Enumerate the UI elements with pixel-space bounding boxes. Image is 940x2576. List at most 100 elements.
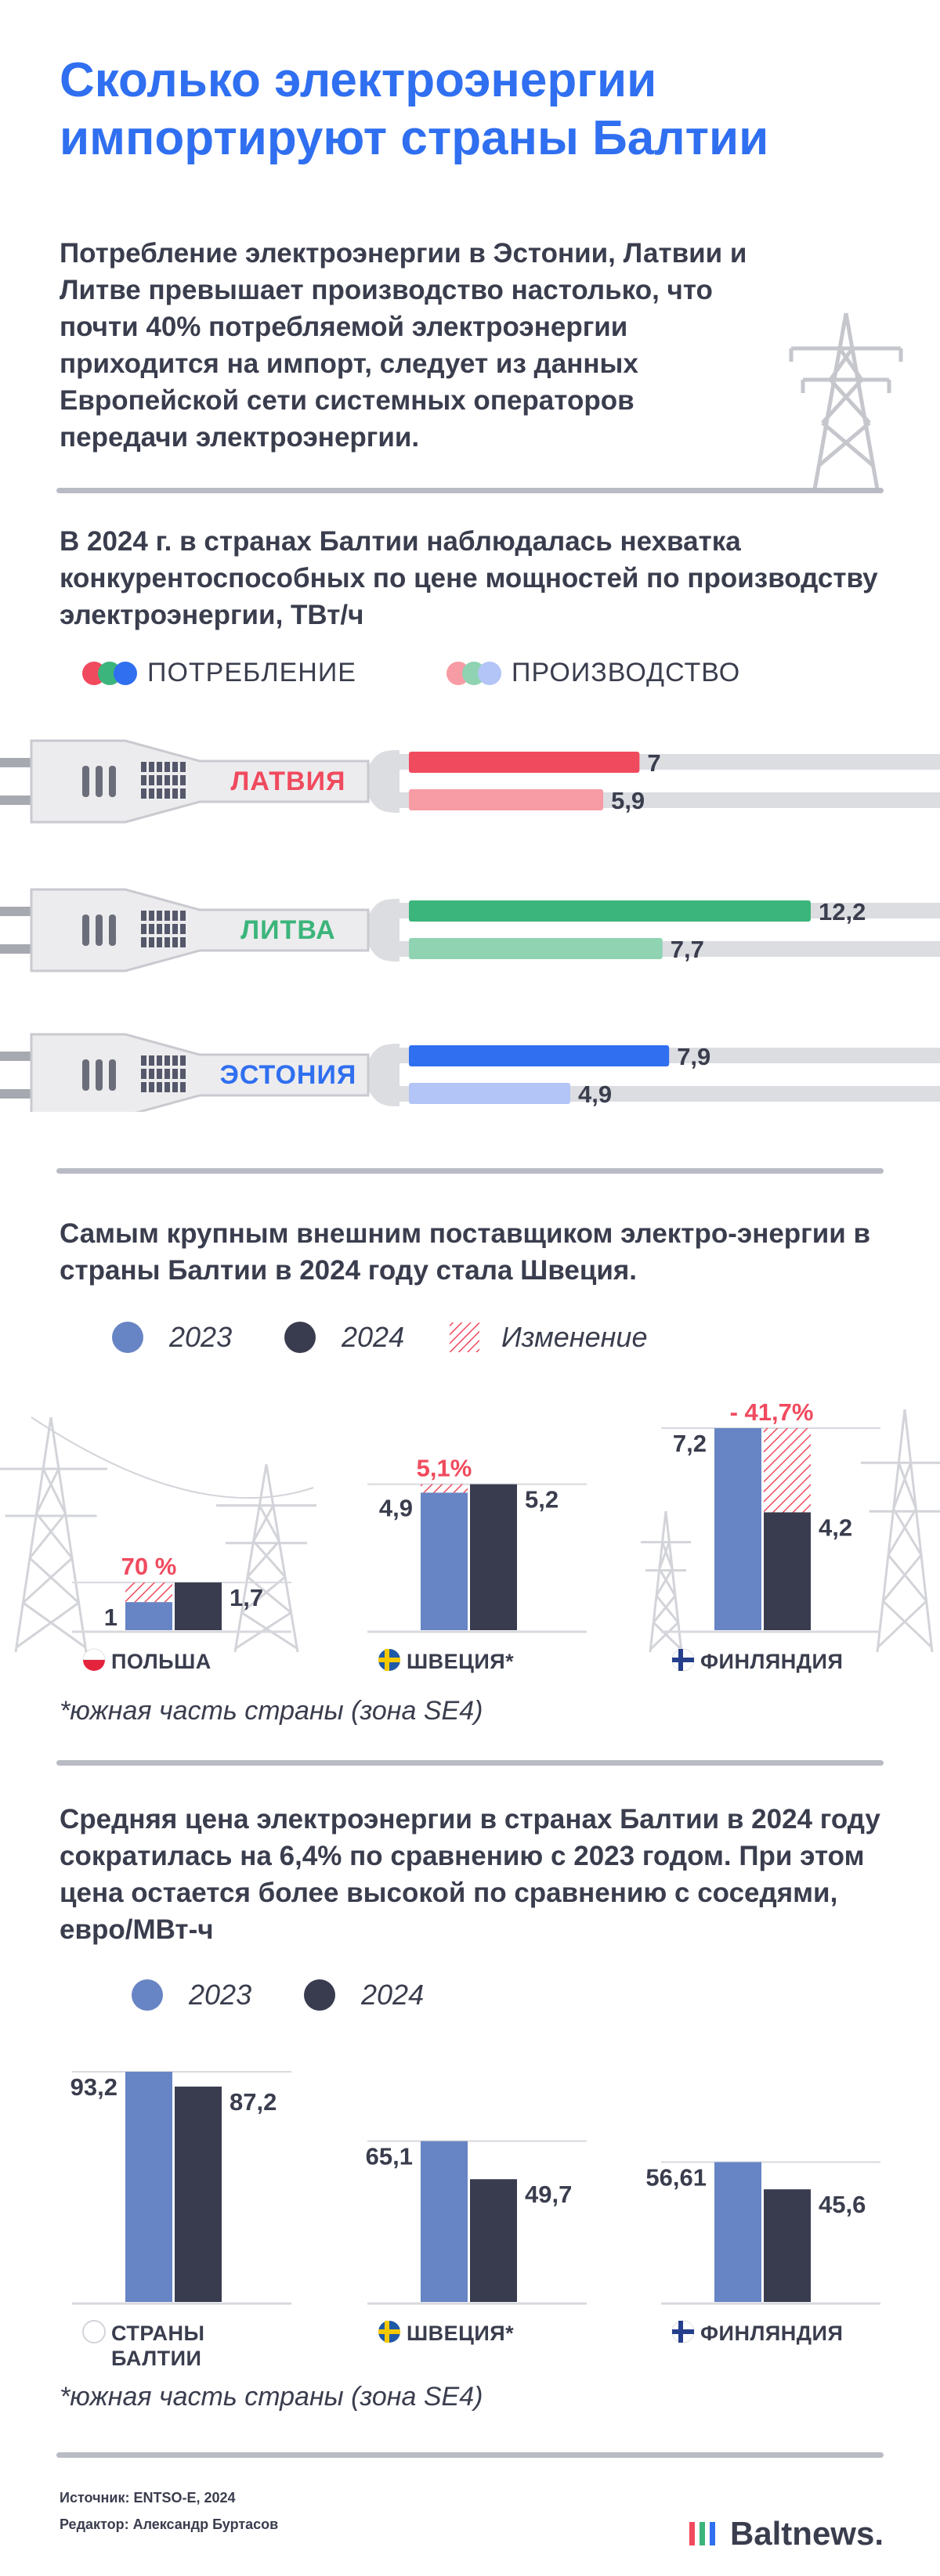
tower-brace — [252, 1505, 275, 1542]
divider-4 — [56, 2452, 884, 2458]
plug-grip-icon — [164, 775, 170, 785]
plug-prong-bottom-icon — [0, 796, 38, 805]
value-2024-финляндия: 4,2 — [819, 1514, 852, 1542]
poland-flag-icon — [82, 1648, 106, 1671]
divider-1 — [56, 488, 884, 493]
tower-leg — [664, 1510, 683, 1653]
production-legend-icon — [446, 662, 501, 685]
tower-brace — [882, 1600, 933, 1648]
value-2023-швеция: 4,9 — [379, 1494, 413, 1521]
change-label-финляндия: - 41,7% — [730, 1398, 814, 1426]
power-tower-left-icon — [0, 1416, 107, 1653]
change-hatch-финляндия — [764, 1428, 811, 1513]
plug-grip-icon — [157, 937, 162, 947]
baltnews-logo: Baltnews. — [689, 2515, 884, 2553]
flag-part — [82, 2320, 106, 2343]
bar-производство-литва — [409, 938, 663, 959]
plug-grip-icon — [164, 924, 170, 934]
plug-grip-icon — [157, 1082, 162, 1092]
plug-prong-top-icon — [0, 758, 38, 767]
flag-part — [82, 1648, 106, 1661]
plug-grip-icon — [157, 1069, 162, 1079]
plug-grip-icon — [149, 762, 154, 772]
bar-2024-швеция — [470, 2179, 517, 2302]
tower-brace — [649, 1622, 679, 1651]
category-label-страны: СТРАНЫ — [111, 2322, 204, 2345]
section2-footnote: *южная часть страны (зона SE4) — [60, 1696, 483, 1726]
value-label-потребление-эстония: 7,9 — [677, 1043, 710, 1070]
plug-row-латвия: ЛАТВИЯ 75,9 — [0, 739, 940, 824]
bar-2024-страны-балтии — [175, 2086, 222, 2302]
legend-production-label: ПРОИЗВОДСТВО — [512, 658, 741, 687]
tower-brace — [897, 1462, 917, 1510]
tower-brace — [16, 1601, 80, 1649]
tower-brace — [882, 1554, 923, 1602]
plug-slot-icon — [96, 1059, 103, 1091]
plug-grip-icon — [149, 1055, 154, 1066]
section3-heading: Средняя цена электроэнергии в странах Ба… — [60, 1804, 880, 1945]
plug-grip-icon — [141, 1069, 146, 1079]
plug-row-эстония: ЭСТОНИЯ 7,9 4,9 — [0, 1033, 940, 1112]
plug-grip-icon — [157, 788, 162, 799]
category-label-швеция: ШВЕЦИЯ* — [407, 2322, 514, 2345]
plug-grip-icon — [172, 788, 178, 799]
group-финляндия: 56,61 45,6 ФИНЛЯНДИЯ — [645, 2161, 880, 2345]
tower-brace — [887, 1508, 917, 1556]
baltic-flag-icon — [82, 2320, 106, 2343]
bar-2024-польша — [175, 1582, 222, 1630]
plug-grip-icon — [141, 762, 146, 772]
legend-consumption-label: ПОТРЕБЛЕНИЕ — [147, 658, 356, 687]
plug-grip-icon — [149, 788, 154, 799]
logo-text: Baltnews. — [729, 2515, 884, 2552]
plug-grip-icon — [164, 911, 170, 921]
tower-brace — [234, 1611, 292, 1650]
plug-slot-icon — [82, 1059, 89, 1091]
consumption-production-chart: ЛАТВИЯ 75,9 ЛИТВА 12,2 7,7 ЭСТОНИЯ 7,9 4,9 — [0, 739, 940, 1112]
tower-brace — [653, 1595, 677, 1624]
value-2023-швеция: 65,1 — [366, 2143, 413, 2170]
plug-grip-icon — [172, 762, 178, 772]
tower-brace — [246, 1540, 280, 1578]
power-tower-mid-icon — [216, 1463, 316, 1653]
plug-prong-top-icon — [0, 1052, 38, 1061]
value-label-производство-литва: 7,7 — [671, 936, 704, 963]
group-польша: 70 %1 1,7 ПОЛЬША — [72, 1553, 291, 1673]
flag-part — [385, 2321, 389, 2343]
tower-brace — [35, 1513, 74, 1559]
legend3-2024-label: 2024 — [361, 1979, 425, 2011]
plug-grip-icon — [157, 762, 162, 772]
section1-legend: ПОТРЕБЛЕНИЕ ПРОИЗВОДСТВО — [78, 658, 783, 689]
plug-grip-icon — [180, 1055, 186, 1066]
section3-legend: 2023 2024 — [129, 1975, 599, 2015]
value-2023-финляндия: 7,2 — [673, 1430, 707, 1457]
plug-body-icon — [30, 739, 370, 824]
tower-brace — [892, 1462, 913, 1510]
tower-leg — [649, 1510, 667, 1653]
legend-2024-dot-icon — [284, 1322, 316, 1353]
plug-grip-icon — [172, 1069, 178, 1079]
value-2024-швеция: 49,7 — [525, 2181, 572, 2208]
finland-flag-icon — [671, 1648, 695, 1672]
logo-bars-icon — [689, 2522, 716, 2545]
plug-grip-icon — [180, 937, 186, 947]
country-label-эстония: ЭСТОНИЯ — [220, 1060, 357, 1090]
tower-brace — [658, 1542, 671, 1570]
country-label-латвия: ЛАТВИЯ — [231, 767, 346, 796]
power-tower-right-icon — [861, 1409, 940, 1653]
bar-2023-страны-балтии — [125, 2072, 172, 2302]
legend-2024-label: 2024 — [342, 1321, 405, 1353]
category-label-балтии: БАЛТИИ — [111, 2347, 201, 2370]
bar-производство-латвия — [409, 789, 604, 810]
bar-потребление-латвия — [409, 752, 640, 773]
sweden-flag-icon — [378, 2321, 400, 2343]
plug-slot-icon — [82, 766, 89, 797]
plug-slot-icon — [109, 766, 116, 797]
cable-joint — [368, 899, 400, 961]
plug-grip-icon — [164, 937, 170, 947]
value-2024-швеция: 5,2 — [525, 1486, 559, 1513]
plug-slot-icon — [96, 915, 103, 946]
legend3-2023-label: 2023 — [189, 1979, 252, 2011]
plug-grip-icon — [172, 937, 178, 947]
country-label-литва: ЛИТВА — [240, 915, 335, 945]
